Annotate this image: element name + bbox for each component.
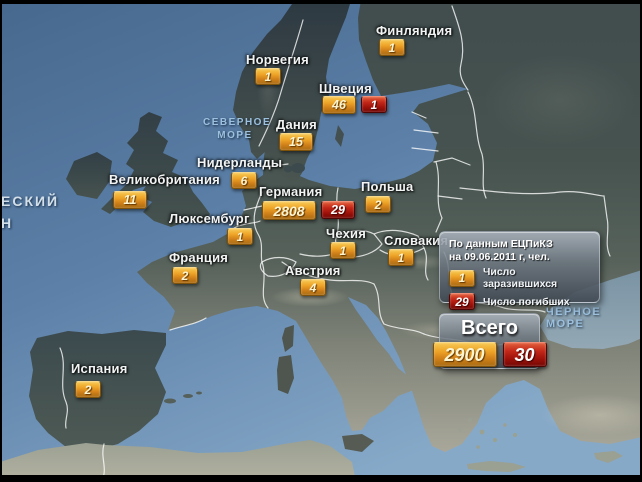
country-label-poland: Польша	[361, 179, 414, 194]
atlantic-label-partial-2: Н	[1, 215, 14, 231]
total-title: Всего	[461, 317, 518, 339]
total-infected-badge: 2900	[432, 342, 497, 367]
country-badges-sweden: 46 1	[322, 96, 387, 114]
legend-row-infected: 1 Число заразившихся	[449, 266, 590, 290]
infected-badge: 46	[322, 96, 356, 114]
country-label-luxembourg: Люксембург	[169, 211, 250, 226]
north-africa	[0, 440, 356, 482]
infected-badge: 15	[279, 133, 313, 151]
country-badges-france: 2	[172, 267, 198, 284]
frame-bottom	[0, 475, 642, 482]
country-badges-luxembourg: 1	[227, 228, 253, 245]
country-badges-slovakia: 1	[388, 249, 414, 266]
frame-left	[0, 0, 2, 482]
infected-badge: 6	[231, 172, 257, 189]
north-sea-line2: МОРЕ	[217, 130, 253, 141]
infected-badge: 1	[255, 68, 281, 85]
country-badges-germany: 2808 29	[262, 201, 355, 220]
country-label-france: Франция	[169, 250, 229, 265]
country-label-austria: Австрия	[285, 263, 341, 278]
infected-badge: 11	[113, 191, 147, 209]
country-label-sweden: Швеция	[319, 81, 372, 96]
infected-badge: 2808	[262, 201, 316, 220]
country-badges-finland: 1	[379, 39, 405, 56]
country-label-slovakia: Словакия	[384, 233, 449, 248]
frame-top	[0, 0, 642, 4]
infected-badge: 4	[300, 279, 326, 296]
country-label-denmark: Дания	[276, 117, 317, 132]
frame-right	[640, 0, 642, 482]
legend-panel: По данным ЕЦПиКЗ на 09.06.2011 г, чел. 1…	[439, 231, 600, 310]
legend-title-line2: на 09.06.2011 г, чел.	[449, 250, 550, 263]
country-label-czech: Чехия	[326, 226, 366, 241]
islands	[164, 125, 623, 472]
infected-badge: 2	[172, 267, 198, 284]
total-badges: 2900 30	[432, 342, 547, 367]
dead-badge: 1	[361, 96, 387, 113]
ireland	[66, 152, 112, 199]
country-badges-austria: 4	[300, 279, 326, 296]
total-dead-badge: 30	[502, 342, 547, 367]
infected-badge: 1	[330, 242, 356, 259]
country-label-uk: Великобритания	[109, 172, 220, 187]
country-label-germany: Германия	[259, 184, 323, 199]
infected-badge: 2	[75, 381, 101, 398]
atlantic-label-partial-1: ЕСКИЙ	[1, 193, 60, 209]
country-badges-czech: 1	[330, 242, 356, 259]
black-sea	[540, 270, 642, 349]
legend-row-dead: 29 Число погибших	[449, 293, 590, 310]
country-badges-netherlands: 6	[231, 172, 257, 189]
infected-badge: 1	[379, 39, 405, 56]
country-label-spain: Испания	[71, 361, 128, 376]
great-britain	[101, 112, 210, 227]
legend-infected-badge: 1	[449, 269, 475, 287]
country-label-finland: Финляндия	[376, 23, 453, 38]
country-badges-norway: 1	[255, 68, 281, 85]
legend-dead-badge: 29	[449, 293, 475, 310]
country-badges-spain: 2	[75, 381, 101, 398]
black-sea-label: ЧЕРНОЕ МОРЕ	[546, 306, 602, 330]
infected-badge: 2	[365, 196, 391, 213]
dead-badge: 29	[321, 201, 355, 219]
north-sea-label: СЕВЕРНОЕ МОРЕ	[203, 116, 272, 142]
total-panel: Всего 2900 30	[432, 313, 547, 369]
country-label-netherlands: Нидерланды	[197, 155, 283, 170]
infected-badge: 1	[388, 249, 414, 266]
north-sea-line1: СЕВЕРНОЕ	[203, 117, 272, 128]
terrain-relief	[252, 35, 642, 445]
country-label-norway: Норвегия	[246, 52, 309, 67]
legend-title-line1: По данным ЕЦПиКЗ	[449, 238, 553, 250]
country-badges-denmark: 15	[279, 133, 313, 151]
legend-dead-label: Число погибших	[483, 295, 570, 308]
country-badges-uk: 11	[113, 191, 147, 209]
legend-infected-label: Число заразившихся	[483, 266, 558, 290]
infected-badge: 1	[227, 228, 253, 245]
country-badges-poland: 2	[365, 196, 391, 213]
